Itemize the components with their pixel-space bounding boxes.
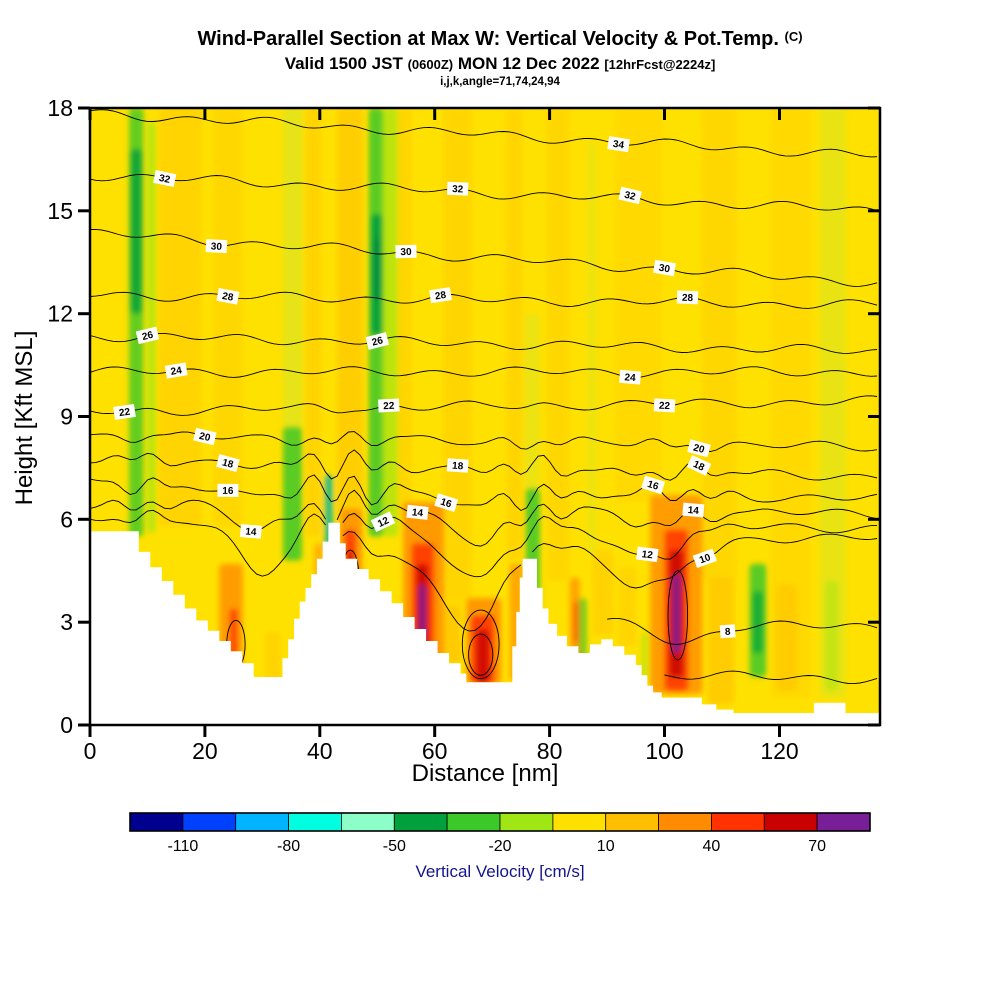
svg-text:32: 32: [158, 173, 172, 186]
colorbar: -110 -80 -50 -20 10 40 70: [129, 812, 871, 855]
svg-text:100: 100: [645, 738, 683, 764]
svg-text:26: 26: [141, 330, 155, 343]
svg-text:20: 20: [692, 443, 706, 457]
forecast-tag: [12hrFcst@2224z]: [604, 57, 716, 72]
svg-text:12: 12: [376, 515, 391, 530]
svg-text:0: 0: [84, 738, 97, 764]
svg-text:22: 22: [659, 401, 671, 413]
svg-text:18: 18: [47, 95, 73, 121]
svg-text:22: 22: [118, 407, 131, 420]
svg-text:28: 28: [682, 293, 694, 304]
svg-text:18: 18: [221, 457, 235, 471]
svg-text:14: 14: [245, 526, 257, 538]
svg-text:18: 18: [452, 461, 464, 473]
svg-text:30: 30: [658, 263, 671, 276]
svg-text:-110: -110: [167, 838, 198, 855]
svg-text:14: 14: [687, 505, 699, 517]
valid-time-utc: (0600Z): [407, 57, 454, 72]
svg-text:15: 15: [47, 198, 73, 224]
page-title: Wind-Parallel Section at Max W: Vertical…: [0, 28, 1000, 51]
colorbar-title: Vertical Velocity [cm/s]: [415, 862, 585, 881]
svg-text:10: 10: [597, 838, 615, 855]
svg-text:80: 80: [537, 738, 563, 764]
grid-meta-line: i,j,k,angle=71,74,24,94: [440, 76, 560, 88]
svg-text:0: 0: [60, 712, 73, 738]
svg-text:40: 40: [703, 838, 721, 855]
svg-text:20: 20: [198, 431, 212, 444]
vertical-velocity-field: [90, 108, 880, 725]
valid-time-line: Valid 1500 JST (0600Z) MON 12 Dec 2022 […: [0, 54, 1000, 74]
svg-text:30: 30: [400, 247, 412, 258]
svg-text:9: 9: [60, 404, 73, 430]
colorbar-tick-labels: -110 -80 -50 -20 10 40 70: [167, 838, 826, 855]
svg-text:28: 28: [434, 290, 447, 303]
title-unit: (C): [784, 29, 803, 44]
svg-text:8: 8: [725, 627, 732, 638]
svg-text:10: 10: [698, 552, 713, 566]
svg-text:3: 3: [60, 609, 73, 635]
svg-text:70: 70: [808, 838, 826, 855]
svg-text:16: 16: [646, 479, 660, 493]
svg-text:60: 60: [422, 738, 448, 764]
svg-text:120: 120: [760, 738, 798, 764]
svg-text:18: 18: [691, 459, 706, 474]
terrain-silhouette: [90, 522, 880, 725]
svg-text:-80: -80: [277, 838, 300, 855]
y-axis-title: Height [Kft MSL]: [11, 330, 38, 506]
svg-text:-50: -50: [383, 838, 406, 855]
svg-text:32: 32: [452, 184, 464, 195]
axes-frame: [78, 106, 882, 737]
x-tick-labels: 0 20 40 60 80 100 120: [84, 738, 799, 764]
svg-text:24: 24: [170, 365, 183, 378]
svg-text:30: 30: [211, 241, 223, 253]
valid-date: MON 12 Dec 2022: [457, 54, 600, 73]
svg-text:16: 16: [222, 486, 234, 497]
svg-text:40: 40: [307, 738, 333, 764]
y-tick-labels: 0 3 6 9 12 15 18: [47, 95, 73, 738]
svg-text:26: 26: [371, 335, 385, 349]
title-text: Wind-Parallel Section at Max W: Vertical…: [197, 28, 779, 50]
x-axis-title: Distance [nm]: [411, 760, 559, 787]
svg-text:12: 12: [641, 549, 654, 561]
svg-text:14: 14: [411, 507, 424, 519]
svg-text:6: 6: [60, 506, 73, 532]
svg-text:12: 12: [47, 301, 73, 327]
valid-time: Valid 1500 JST: [284, 54, 403, 73]
svg-text:-20: -20: [488, 838, 511, 855]
svg-text:24: 24: [624, 372, 636, 384]
svg-text:28: 28: [221, 291, 234, 304]
svg-text:20: 20: [192, 738, 218, 764]
svg-text:16: 16: [439, 497, 453, 511]
svg-text:22: 22: [383, 401, 395, 413]
contour-labels: 34 32 32 32 30 30 30 28 28 28 26 26 24 24 22 22 22 20 20 18…: [113, 136, 736, 639]
svg-text:32: 32: [623, 190, 637, 203]
svg-text:34: 34: [612, 139, 625, 152]
